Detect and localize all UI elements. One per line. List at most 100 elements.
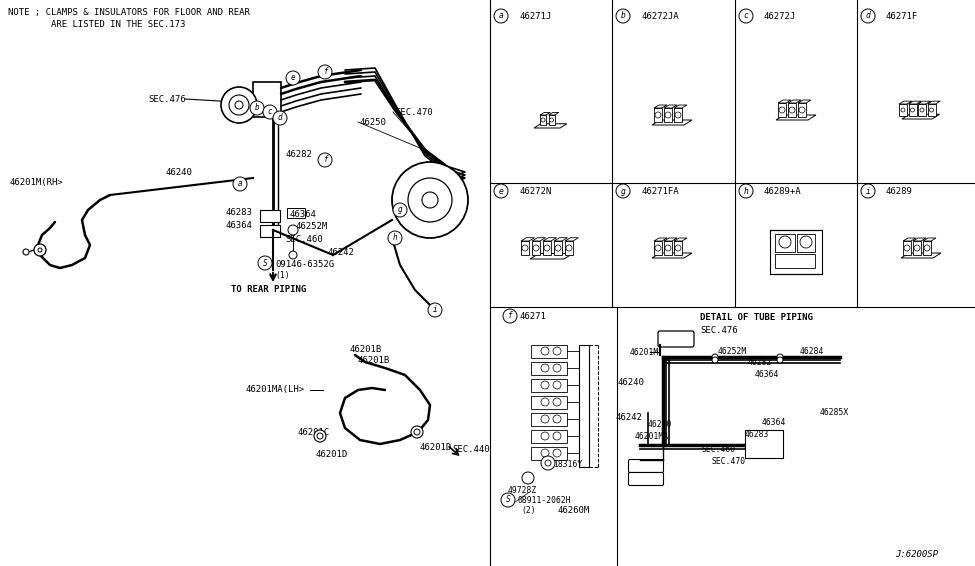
Polygon shape — [654, 238, 667, 241]
Polygon shape — [652, 253, 692, 258]
Text: 46201C: 46201C — [298, 428, 331, 437]
Text: 46240: 46240 — [165, 168, 192, 177]
Text: f: f — [323, 67, 328, 76]
Circle shape — [566, 245, 572, 251]
Circle shape — [655, 112, 661, 118]
Circle shape — [318, 153, 332, 167]
Text: S: S — [506, 495, 510, 504]
Text: 46364: 46364 — [762, 418, 787, 427]
Text: 46250: 46250 — [360, 118, 387, 127]
Text: SEC.460: SEC.460 — [702, 445, 736, 454]
Circle shape — [494, 184, 508, 198]
Circle shape — [541, 381, 549, 389]
Bar — [260, 225, 280, 237]
Text: a: a — [238, 179, 243, 188]
Circle shape — [318, 65, 332, 79]
Circle shape — [904, 245, 910, 251]
Circle shape — [34, 244, 46, 256]
Circle shape — [553, 381, 561, 389]
Circle shape — [550, 118, 554, 122]
Circle shape — [541, 347, 549, 355]
Text: 46201B: 46201B — [358, 356, 390, 365]
Text: d: d — [866, 11, 871, 20]
Polygon shape — [913, 238, 926, 241]
Text: a: a — [498, 11, 503, 20]
Text: 46252M: 46252M — [718, 347, 747, 356]
Polygon shape — [565, 238, 578, 241]
Polygon shape — [654, 105, 667, 108]
Text: 46283: 46283 — [225, 208, 252, 217]
Bar — [253, 82, 281, 117]
Text: 08911-2062H: 08911-2062H — [517, 496, 570, 505]
Polygon shape — [788, 103, 796, 117]
Circle shape — [553, 398, 561, 406]
Polygon shape — [531, 362, 567, 375]
Text: 46282: 46282 — [285, 150, 312, 159]
Text: 46201M(RH>: 46201M(RH> — [10, 178, 63, 187]
Polygon shape — [927, 104, 935, 116]
Text: 46289+A: 46289+A — [764, 187, 801, 196]
Polygon shape — [923, 238, 936, 241]
Bar — [775, 254, 815, 268]
Circle shape — [665, 112, 671, 118]
Circle shape — [541, 449, 549, 457]
Text: b: b — [620, 11, 625, 20]
Text: e: e — [291, 74, 295, 83]
Text: 46289: 46289 — [886, 187, 913, 196]
Text: g: g — [398, 205, 403, 215]
Text: g: g — [620, 187, 625, 195]
Polygon shape — [565, 241, 573, 255]
Polygon shape — [909, 101, 921, 104]
Polygon shape — [664, 105, 677, 108]
Polygon shape — [909, 104, 916, 116]
Text: 46285X: 46285X — [820, 408, 849, 417]
Text: 46260M: 46260M — [558, 506, 590, 515]
Polygon shape — [664, 108, 672, 122]
Circle shape — [739, 184, 753, 198]
Polygon shape — [899, 101, 912, 104]
Text: h: h — [744, 187, 749, 195]
Polygon shape — [899, 104, 907, 116]
Text: (2): (2) — [521, 506, 535, 515]
Polygon shape — [903, 238, 916, 241]
Circle shape — [555, 245, 561, 251]
Circle shape — [553, 449, 561, 457]
Text: 46242: 46242 — [616, 413, 643, 422]
Text: b: b — [254, 104, 259, 113]
Circle shape — [263, 105, 277, 119]
Text: f: f — [508, 311, 513, 320]
Polygon shape — [798, 100, 811, 103]
Polygon shape — [674, 105, 687, 108]
Text: d: d — [278, 114, 283, 122]
Polygon shape — [530, 254, 572, 259]
Polygon shape — [531, 447, 567, 460]
Text: f: f — [323, 156, 328, 165]
Polygon shape — [549, 113, 559, 115]
Polygon shape — [798, 103, 806, 117]
Circle shape — [553, 415, 561, 423]
FancyBboxPatch shape — [629, 460, 664, 473]
Circle shape — [665, 245, 671, 251]
Text: 46271J: 46271J — [519, 12, 551, 21]
Circle shape — [23, 249, 29, 255]
Polygon shape — [778, 100, 791, 103]
Circle shape — [501, 493, 515, 507]
Polygon shape — [554, 238, 567, 241]
Circle shape — [541, 364, 549, 372]
Polygon shape — [521, 241, 529, 255]
Text: h: h — [393, 234, 398, 242]
Text: 46201MA(LH>: 46201MA(LH> — [245, 385, 304, 394]
Circle shape — [911, 108, 915, 112]
Polygon shape — [532, 241, 540, 255]
Polygon shape — [664, 238, 677, 241]
Polygon shape — [664, 241, 672, 255]
Circle shape — [929, 108, 933, 112]
Circle shape — [289, 251, 297, 259]
Polygon shape — [534, 124, 566, 128]
Text: SEC.470: SEC.470 — [712, 457, 746, 466]
Text: SEC.476: SEC.476 — [700, 326, 738, 335]
Circle shape — [712, 354, 718, 360]
Circle shape — [314, 430, 326, 442]
Circle shape — [914, 245, 920, 251]
Text: 46252M: 46252M — [295, 222, 328, 231]
